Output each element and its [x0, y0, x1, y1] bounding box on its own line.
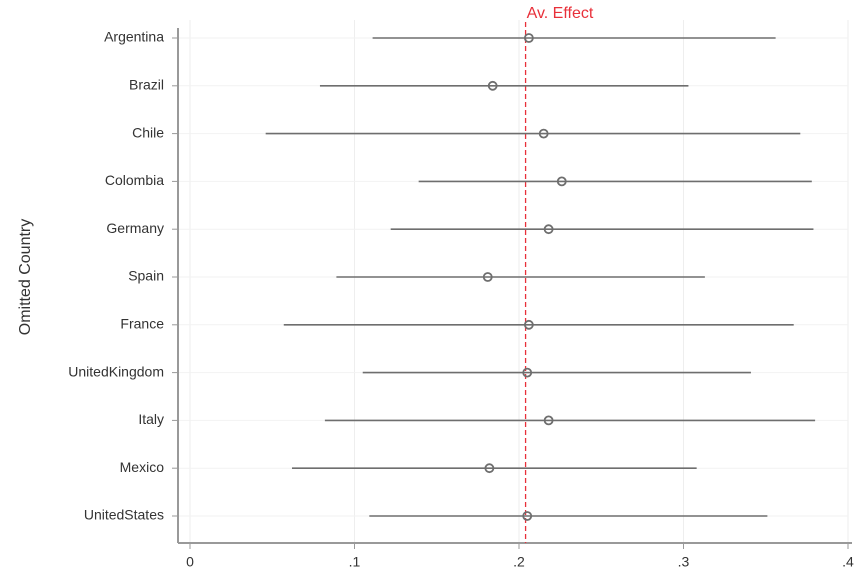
x-tick-label: .2 — [513, 554, 525, 570]
y-axis-label: Omitted Country — [17, 219, 34, 335]
y-tick-label: Chile — [132, 124, 164, 140]
point-estimate — [523, 33, 534, 43]
point-estimate — [556, 176, 567, 187]
y-tick-label: Colombia — [105, 172, 164, 188]
y-tick-label: UnitedStates — [84, 507, 164, 523]
x-tick-label: .4 — [842, 554, 854, 570]
y-tick-label: Brazil — [129, 77, 164, 93]
y-tick-label: Spain — [128, 268, 164, 284]
y-tick-label: Argentina — [104, 29, 164, 45]
x-tick-label: 0 — [186, 554, 194, 570]
y-tick-label: Germany — [106, 220, 164, 236]
point-estimate — [523, 319, 534, 330]
point-estimate — [482, 272, 493, 282]
point-estimate — [522, 511, 533, 521]
point-estimate — [522, 367, 533, 378]
point-estimate — [484, 463, 495, 474]
point-estimate — [487, 80, 498, 91]
point-estimate — [538, 128, 549, 139]
y-tick-label: Mexico — [120, 459, 165, 475]
point-estimate — [543, 415, 554, 426]
point-estimate — [543, 224, 554, 235]
x-tick-label: .1 — [349, 554, 361, 570]
reference-label: Av. Effect — [527, 5, 594, 22]
y-tick-label: Italy — [138, 411, 164, 427]
y-tick-label: France — [120, 316, 164, 332]
x-tick-label: .3 — [678, 554, 690, 570]
y-tick-label: UnitedKingdom — [68, 363, 164, 379]
